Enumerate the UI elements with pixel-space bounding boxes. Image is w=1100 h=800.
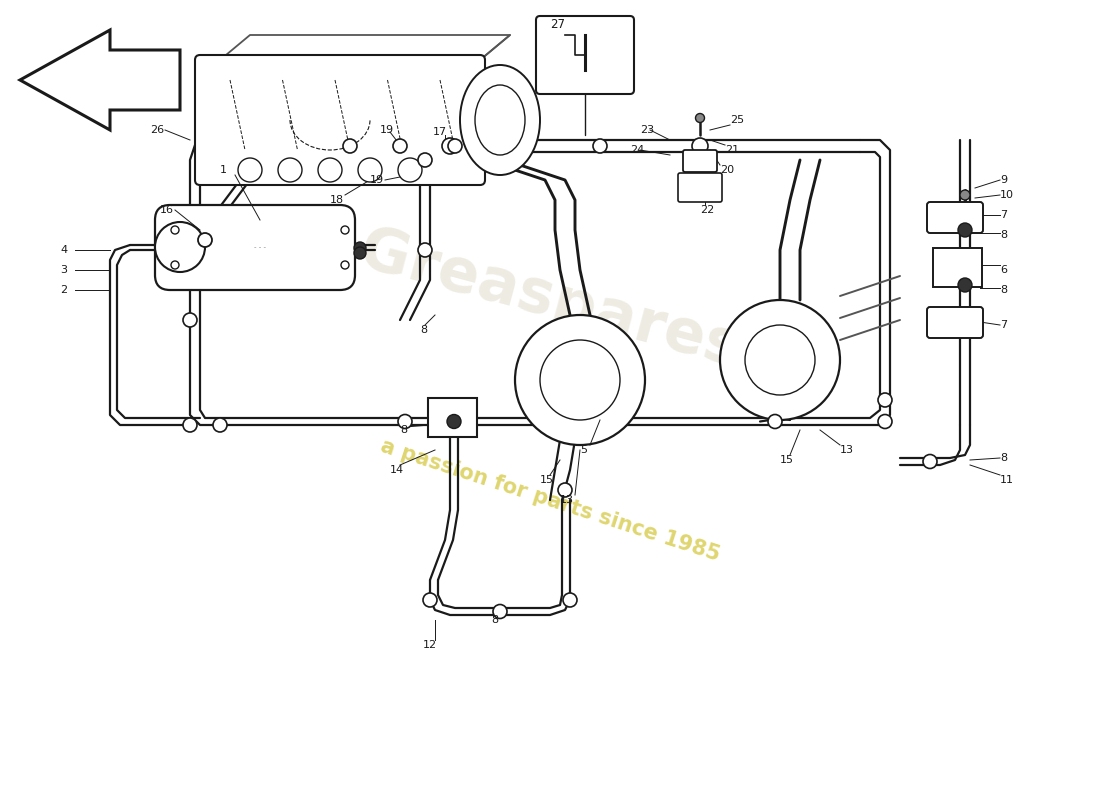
Ellipse shape xyxy=(460,65,540,175)
Circle shape xyxy=(213,418,227,432)
FancyBboxPatch shape xyxy=(536,16,634,94)
Polygon shape xyxy=(20,30,180,130)
FancyBboxPatch shape xyxy=(933,248,982,287)
Text: 26: 26 xyxy=(150,125,164,135)
Text: 19: 19 xyxy=(370,175,384,185)
Circle shape xyxy=(923,454,937,469)
Circle shape xyxy=(593,139,607,153)
Circle shape xyxy=(358,158,382,182)
Text: 27: 27 xyxy=(550,18,565,31)
Circle shape xyxy=(183,313,197,327)
Text: 8: 8 xyxy=(1000,453,1008,463)
Circle shape xyxy=(448,139,462,153)
Circle shape xyxy=(768,414,782,429)
Text: 8: 8 xyxy=(400,425,407,435)
FancyBboxPatch shape xyxy=(195,55,485,185)
Text: 14: 14 xyxy=(390,465,404,475)
Circle shape xyxy=(393,139,407,153)
Text: 2: 2 xyxy=(60,285,67,295)
Circle shape xyxy=(745,325,815,395)
Circle shape xyxy=(878,414,892,429)
Text: 22: 22 xyxy=(700,205,714,215)
Circle shape xyxy=(563,593,578,607)
Circle shape xyxy=(354,242,366,254)
Ellipse shape xyxy=(475,85,525,155)
Text: 9: 9 xyxy=(1000,175,1008,185)
Text: 4: 4 xyxy=(60,245,67,255)
Circle shape xyxy=(354,247,366,259)
Text: - - -: - - - xyxy=(254,244,266,250)
Circle shape xyxy=(418,243,432,257)
Text: 15: 15 xyxy=(780,455,794,465)
Text: 18: 18 xyxy=(330,195,344,205)
Circle shape xyxy=(170,261,179,269)
Text: 19: 19 xyxy=(379,125,394,135)
Circle shape xyxy=(418,153,432,167)
Circle shape xyxy=(447,414,461,429)
Text: 7: 7 xyxy=(1000,320,1008,330)
Circle shape xyxy=(695,114,704,122)
Circle shape xyxy=(341,261,349,269)
Circle shape xyxy=(341,226,349,234)
Text: 8: 8 xyxy=(492,615,498,625)
Text: 20: 20 xyxy=(720,165,734,175)
Circle shape xyxy=(442,138,458,154)
Circle shape xyxy=(318,158,342,182)
Text: 24: 24 xyxy=(630,145,645,155)
Circle shape xyxy=(878,393,892,407)
Text: a passion for parts since 1985: a passion for parts since 1985 xyxy=(377,435,723,565)
Text: 7: 7 xyxy=(1000,210,1008,220)
Circle shape xyxy=(693,139,707,153)
Text: 6: 6 xyxy=(1000,265,1006,275)
Text: 1: 1 xyxy=(220,165,227,175)
Circle shape xyxy=(558,483,572,497)
Text: 13: 13 xyxy=(560,495,574,505)
Text: 10: 10 xyxy=(1000,190,1014,200)
Circle shape xyxy=(424,593,437,607)
Text: 8: 8 xyxy=(1000,230,1008,240)
Text: 25: 25 xyxy=(730,115,744,125)
Circle shape xyxy=(958,278,972,292)
Text: 13: 13 xyxy=(840,445,854,455)
Text: 16: 16 xyxy=(160,205,174,215)
Circle shape xyxy=(198,233,212,247)
Circle shape xyxy=(540,340,620,420)
Text: 23: 23 xyxy=(640,125,654,135)
Text: 11: 11 xyxy=(1000,475,1014,485)
Text: 8: 8 xyxy=(1000,285,1008,295)
Circle shape xyxy=(278,158,303,182)
FancyBboxPatch shape xyxy=(927,307,983,338)
FancyBboxPatch shape xyxy=(927,202,983,233)
Circle shape xyxy=(720,300,840,420)
Circle shape xyxy=(692,138,708,154)
Circle shape xyxy=(515,315,645,445)
FancyBboxPatch shape xyxy=(155,205,355,290)
Circle shape xyxy=(170,226,179,234)
Text: 3: 3 xyxy=(60,265,67,275)
Circle shape xyxy=(155,222,205,272)
Circle shape xyxy=(958,223,972,237)
Circle shape xyxy=(493,605,507,618)
Text: 12: 12 xyxy=(422,640,437,650)
Text: 15: 15 xyxy=(540,475,554,485)
FancyBboxPatch shape xyxy=(428,398,477,437)
Circle shape xyxy=(343,139,358,153)
Text: 5: 5 xyxy=(580,445,587,455)
Text: 21: 21 xyxy=(725,145,739,155)
Text: 8: 8 xyxy=(420,325,427,335)
Circle shape xyxy=(183,418,197,432)
Text: Greaspares: Greaspares xyxy=(353,221,747,379)
Circle shape xyxy=(398,158,422,182)
Circle shape xyxy=(960,190,970,200)
Circle shape xyxy=(398,414,412,429)
Text: 17: 17 xyxy=(433,127,447,137)
FancyBboxPatch shape xyxy=(678,173,722,202)
Circle shape xyxy=(238,158,262,182)
FancyBboxPatch shape xyxy=(683,150,717,172)
